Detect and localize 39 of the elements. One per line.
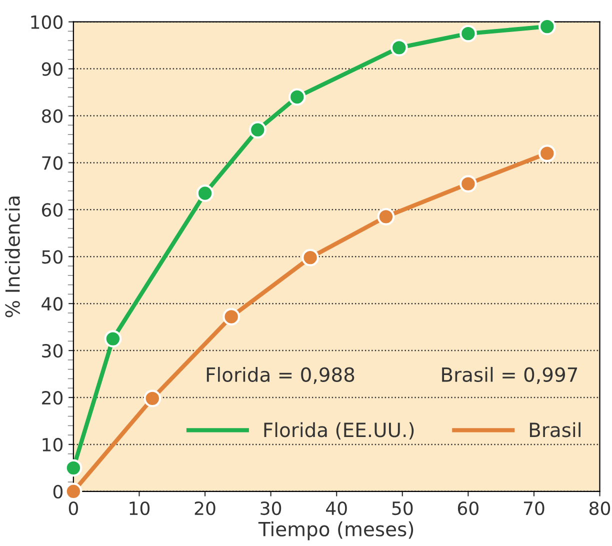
point bbox=[538, 144, 556, 162]
x-tick-label: 50 bbox=[392, 501, 413, 516]
point bbox=[459, 175, 477, 193]
x-tick-label: 60 bbox=[458, 501, 478, 516]
legend-label: Brasil bbox=[530, 422, 580, 438]
y-tick-label: 20 bbox=[42, 390, 63, 405]
point bbox=[288, 88, 306, 106]
x-tick-label: 10 bbox=[130, 501, 150, 516]
point bbox=[248, 121, 266, 139]
point bbox=[64, 459, 82, 477]
y-tick-label: 70 bbox=[42, 156, 63, 170]
y-tick-label: 100 bbox=[31, 15, 63, 29]
point bbox=[196, 184, 214, 202]
legend-label: Florida (EE.UU.) bbox=[264, 422, 414, 440]
y-tick-label: 0 bbox=[53, 484, 63, 499]
y-tick-label: 50 bbox=[42, 250, 63, 264]
y-tick-label: 40 bbox=[42, 297, 63, 311]
point bbox=[377, 208, 395, 226]
annotation: Brasil = 0,997 bbox=[442, 366, 578, 384]
x-tick-label: 20 bbox=[194, 501, 216, 516]
point bbox=[302, 248, 319, 266]
y-axis-title: % Incidencia bbox=[4, 196, 20, 318]
annotation: Florida = 0,988 bbox=[206, 366, 354, 384]
point bbox=[390, 38, 408, 56]
point bbox=[144, 390, 162, 408]
x-tick-label: 0 bbox=[68, 501, 78, 516]
x-tick-label: 70 bbox=[524, 501, 544, 516]
point bbox=[222, 308, 240, 326]
y-tick-label: 10 bbox=[42, 438, 63, 452]
x-axis-title: Tiempo (meses) bbox=[258, 521, 414, 540]
point bbox=[459, 24, 477, 42]
y-tick-label: 80 bbox=[42, 109, 63, 123]
y-tick-label: 30 bbox=[42, 344, 63, 358]
x-tick-label: 80 bbox=[589, 501, 610, 516]
y-tick-label: 60 bbox=[42, 203, 63, 217]
x-tick-label: 40 bbox=[326, 501, 347, 516]
x-tick-label: 30 bbox=[260, 501, 282, 516]
y-tick-label: 90 bbox=[42, 62, 63, 76]
point bbox=[104, 330, 122, 348]
